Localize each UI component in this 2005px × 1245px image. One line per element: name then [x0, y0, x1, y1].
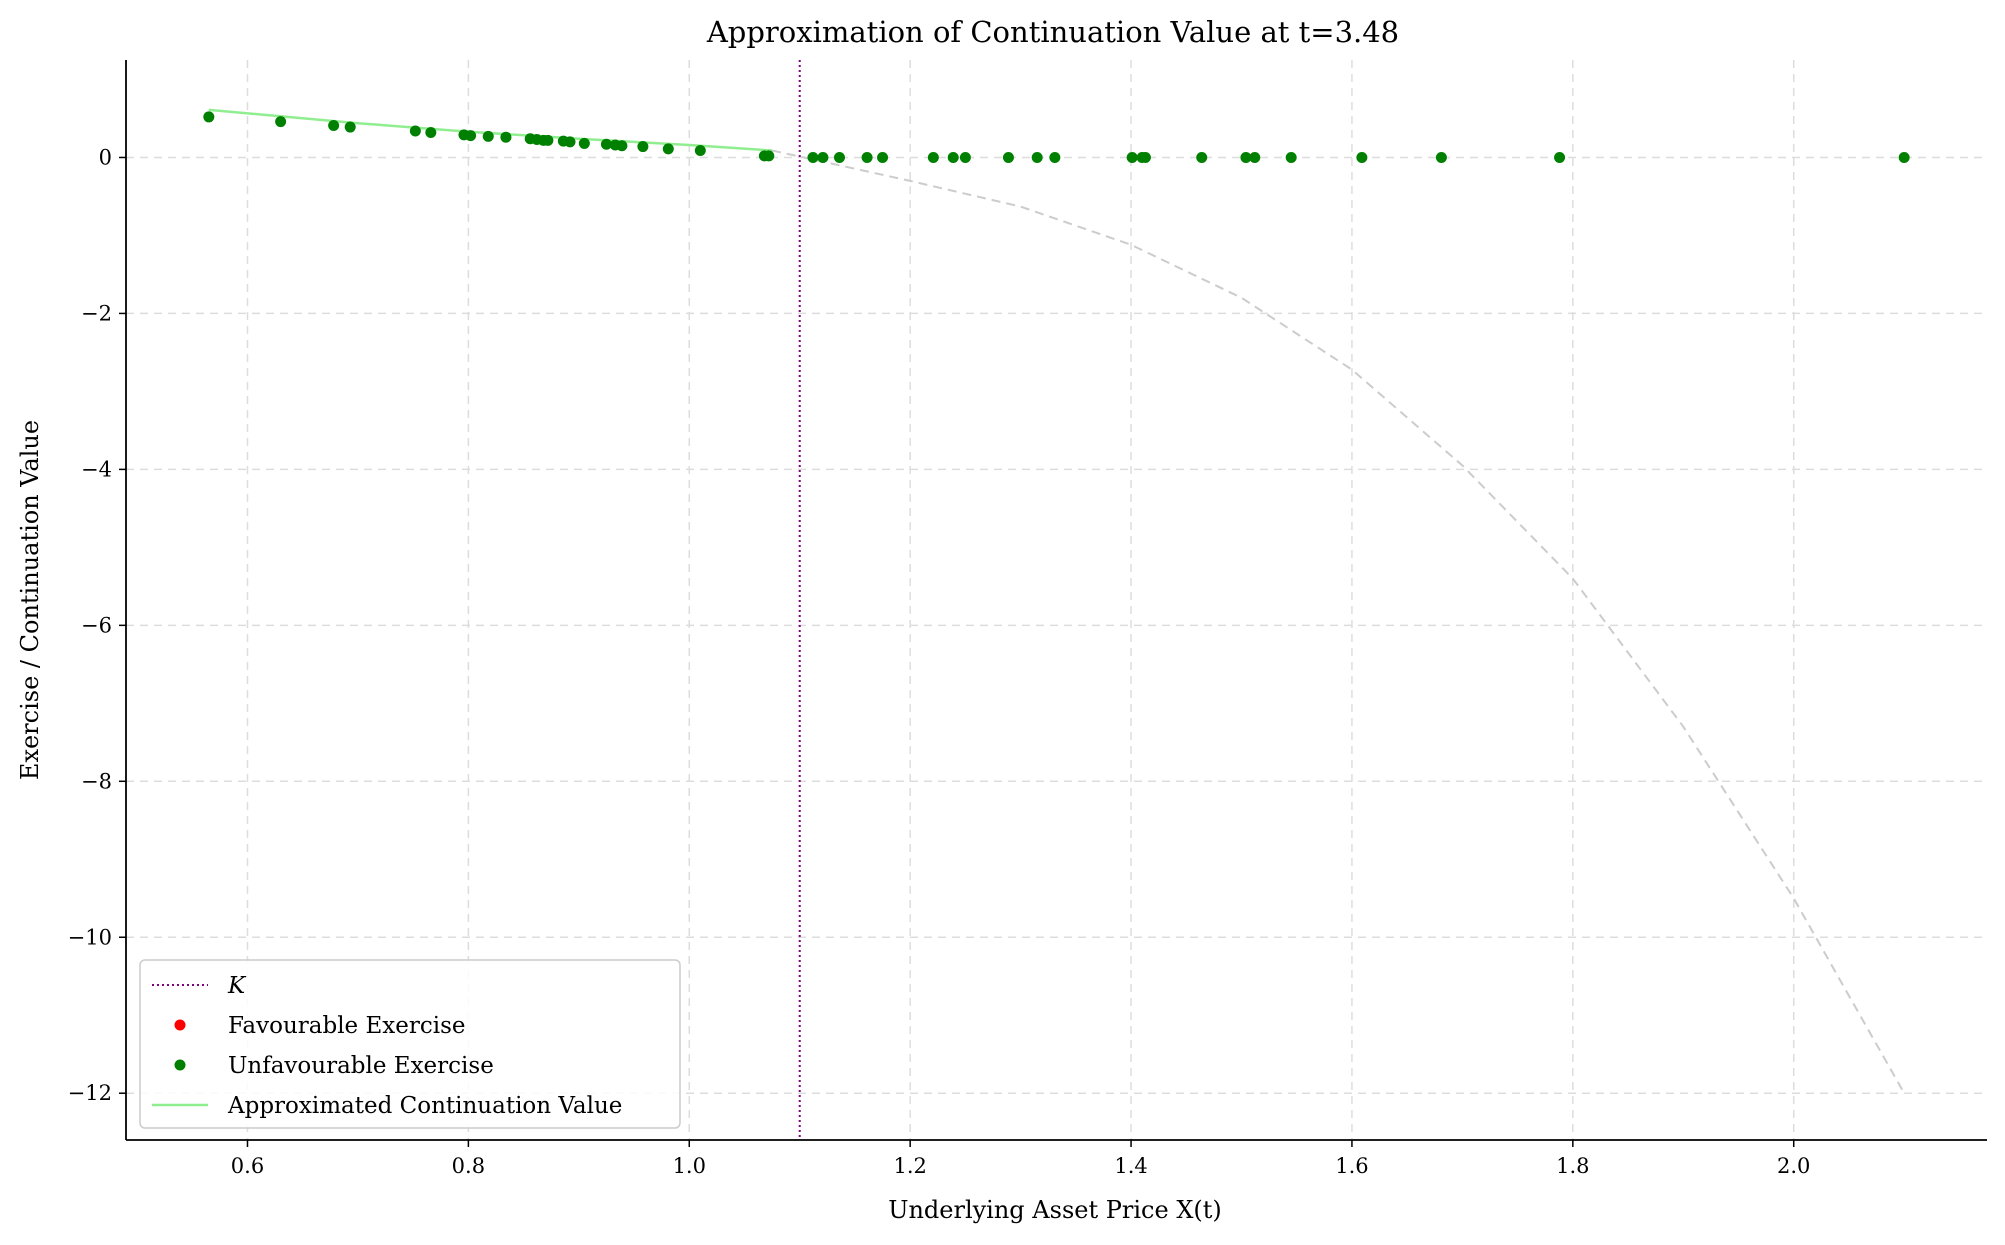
unfavourable-exercise-point — [425, 127, 437, 139]
unfavourable-exercise-point — [500, 131, 512, 143]
plot-series — [203, 60, 1910, 1140]
y-tick-label: −10 — [68, 925, 112, 949]
y-tick-label: −8 — [81, 769, 112, 793]
unfavourable-exercise-point — [959, 151, 971, 163]
axes — [125, 60, 1987, 1141]
unfavourable-exercise-point — [482, 130, 494, 142]
x-tick-label: 1.0 — [673, 1154, 706, 1178]
legend-box — [139, 959, 681, 1129]
unfavourable-exercise-point — [1049, 151, 1061, 163]
unfavourable-exercise-point — [616, 140, 628, 152]
legend: K Favourable Exercise Unfavourable Exercis… — [139, 959, 681, 1129]
y-tick-label: −6 — [81, 613, 112, 637]
unfavourable-exercise-point — [1435, 151, 1447, 163]
unfavourable-exercise-point — [1285, 151, 1297, 163]
unfavourable-exercise-point — [1898, 151, 1910, 163]
unfavourable-exercise-point — [807, 151, 819, 163]
x-tick-label: 2.0 — [1777, 1154, 1810, 1178]
y-axis-label: Exercise / Continuation Value — [16, 420, 44, 780]
x-axis-label: Underlying Asset Price X(t) — [888, 1196, 1222, 1224]
unfavourable-exercise-point — [637, 141, 649, 153]
unfavourable-exercise-point — [662, 143, 674, 155]
unfavourable-exercise-point — [1031, 151, 1043, 163]
unfavourable-exercise-point — [877, 151, 889, 163]
y-axis-ticks: 0 −2 −4 −6 −8 −10 −12 — [68, 145, 126, 1105]
x-tick-label: 0.8 — [452, 1154, 485, 1178]
unfavourable-exercise-point — [344, 121, 356, 133]
dashed-curve — [771, 149, 1906, 1094]
unfavourable-exercise-point — [275, 116, 287, 128]
unfavourable-exercise-point — [409, 125, 421, 137]
unfavourable-exercise-point — [1554, 151, 1566, 163]
legend-swatch-dot — [174, 1019, 186, 1031]
legend-label: Unfavourable Exercise — [228, 1053, 494, 1079]
x-tick-label: 1.6 — [1335, 1154, 1368, 1178]
x-tick-label: 1.8 — [1556, 1154, 1589, 1178]
legend-label: Favourable Exercise — [228, 1013, 466, 1039]
chart-title: Approximation of Continuation Value at t… — [706, 15, 1399, 49]
y-tick-label: −4 — [81, 457, 112, 481]
unfavourable-exercise-point — [1126, 151, 1138, 163]
unfavourable-exercise-point — [1002, 151, 1014, 163]
x-tick-label: 1.2 — [893, 1154, 926, 1178]
x-tick-label: 1.4 — [1114, 1154, 1147, 1178]
unfavourable-exercise-point — [694, 144, 706, 156]
unfavourable-exercise-point — [1139, 151, 1151, 163]
unfavourable-exercise-point — [465, 130, 477, 142]
unfavourable-exercise-point — [927, 151, 939, 163]
unfavourable-exercise-point — [1196, 151, 1208, 163]
unfavourable-exercise-point — [861, 151, 873, 163]
unfavourable-exercise-point — [1249, 151, 1261, 163]
unfavourable-exercise-point — [817, 151, 829, 163]
legend-label: Approximated Continuation Value — [227, 1093, 622, 1119]
unfavourable-exercise-point — [600, 138, 612, 150]
legend-label: K — [227, 973, 247, 999]
approximated-continuation-value-line — [208, 108, 773, 152]
x-axis-ticks: 0.6 0.8 1.0 1.2 1.4 1.6 1.8 2.0 — [231, 1140, 1810, 1178]
y-tick-label: −12 — [68, 1081, 112, 1105]
unfavourable-exercise-point — [1240, 151, 1252, 163]
unfavourable-exercise-point — [947, 151, 959, 163]
unfavourable-exercise-point — [763, 150, 775, 162]
y-tick-label: 0 — [99, 145, 112, 169]
unfavourable-exercise-point — [328, 120, 340, 132]
unfavourable-exercise-point — [833, 151, 845, 163]
x-tick-label: 0.6 — [231, 1154, 264, 1178]
y-tick-label: −2 — [81, 301, 112, 325]
unfavourable-exercise-point — [578, 137, 590, 149]
unfavourable-exercise-point — [564, 136, 576, 148]
unfavourable-exercise-point — [542, 134, 554, 146]
unfavourable-exercise-point — [203, 111, 215, 123]
unfavourable-exercise-point — [1356, 151, 1368, 163]
legend-swatch-dot — [174, 1059, 186, 1071]
